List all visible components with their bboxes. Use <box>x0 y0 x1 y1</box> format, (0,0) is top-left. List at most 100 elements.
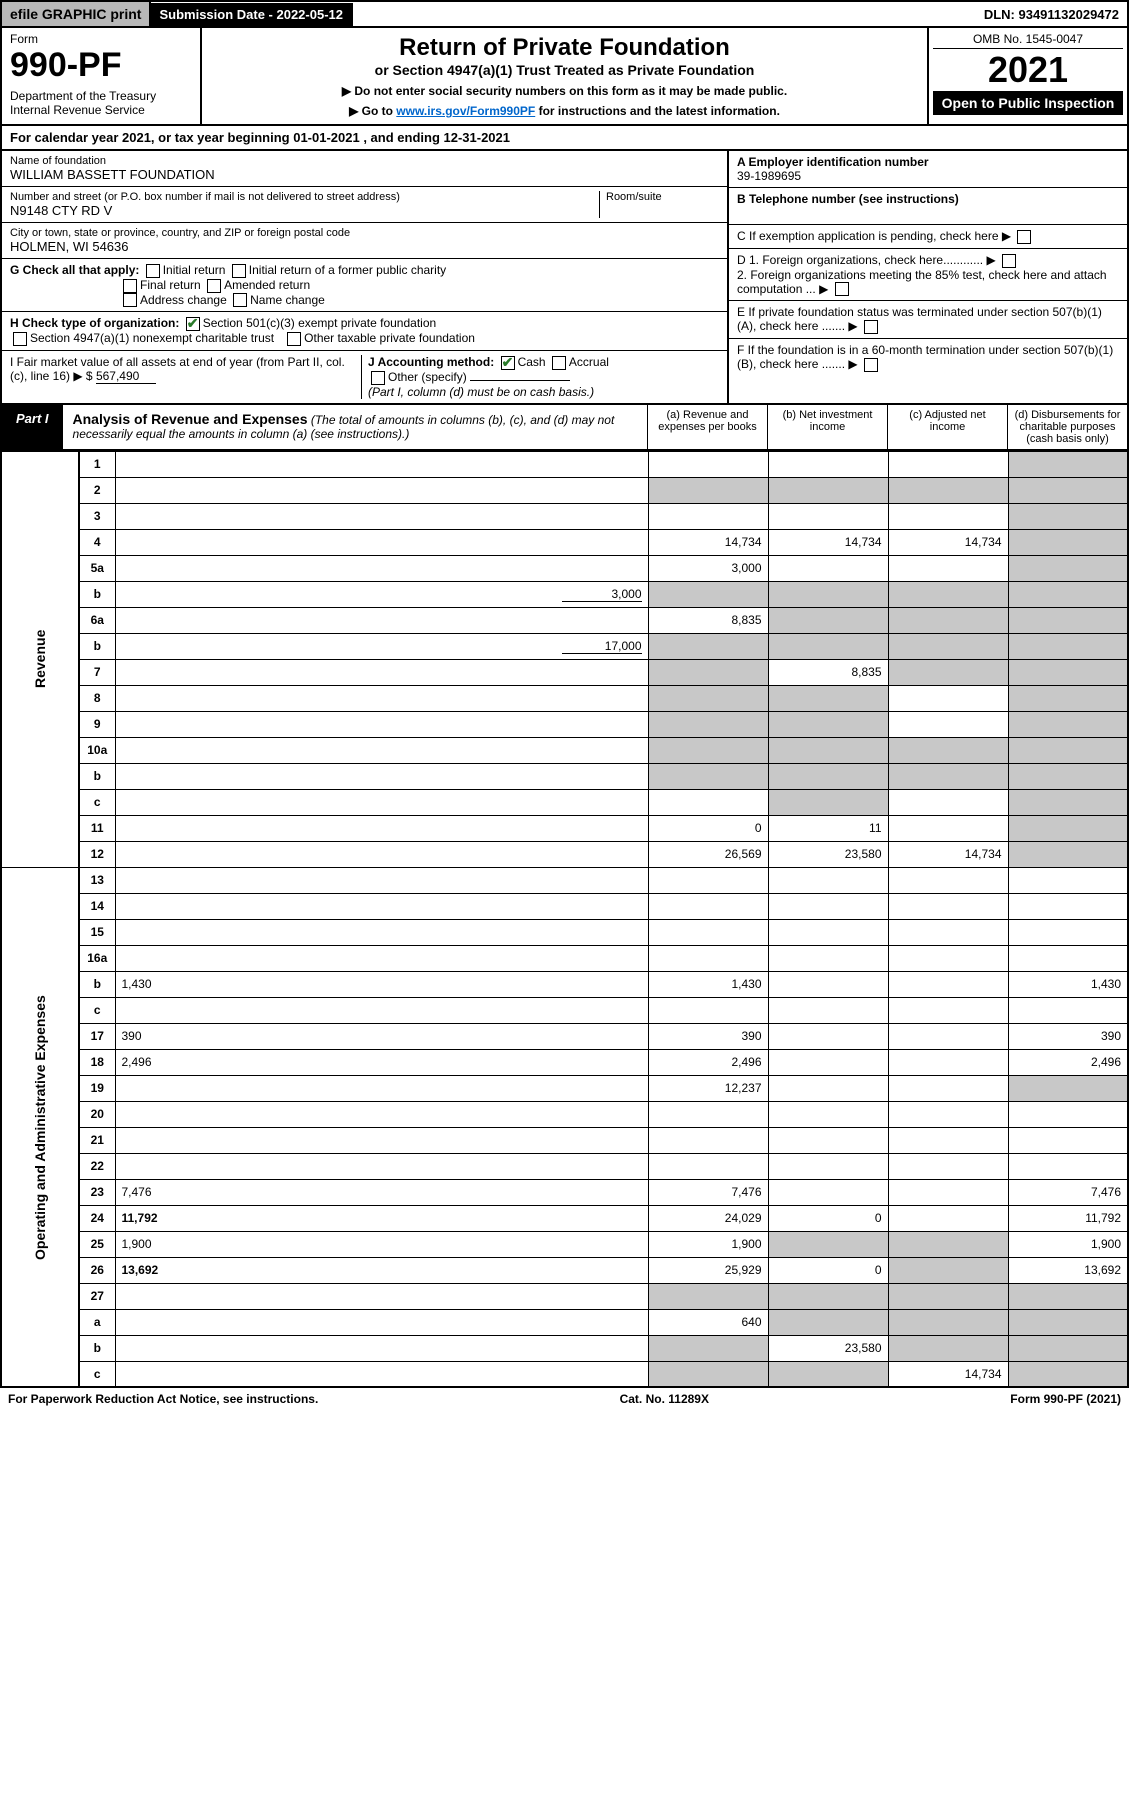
amount-cell <box>768 711 888 737</box>
amount-cell: 14,734 <box>888 529 1008 555</box>
table-row: 17390390390 <box>1 1023 1128 1049</box>
table-row: b3,000 <box>1 581 1128 607</box>
table-row: 27 <box>1 1283 1128 1309</box>
line-number: 17 <box>79 1023 115 1049</box>
amount-cell <box>888 477 1008 503</box>
table-row: 16a <box>1 945 1128 971</box>
amount-cell: 14,734 <box>768 529 888 555</box>
f-label: F If the foundation is in a 60-month ter… <box>737 343 1113 371</box>
amount-cell <box>648 737 768 763</box>
table-row: a640 <box>1 1309 1128 1335</box>
amount-cell <box>768 503 888 529</box>
amount-cell <box>1008 711 1128 737</box>
amount-cell: 0 <box>768 1257 888 1283</box>
amount-cell <box>1008 1309 1128 1335</box>
line-description <box>115 685 648 711</box>
table-row: 1912,237 <box>1 1075 1128 1101</box>
col-c-header: (c) Adjusted net income <box>887 405 1007 449</box>
amount-cell <box>888 685 1008 711</box>
initial-return-checkbox[interactable] <box>146 264 160 278</box>
amount-cell <box>888 815 1008 841</box>
table-row: 9 <box>1 711 1128 737</box>
line-description <box>115 815 648 841</box>
line-description <box>115 789 648 815</box>
c-checkbox[interactable] <box>1017 230 1031 244</box>
amount-cell: 14,734 <box>888 1361 1008 1387</box>
amount-cell <box>888 1049 1008 1075</box>
initial-former-checkbox[interactable] <box>232 264 246 278</box>
amount-cell <box>648 503 768 529</box>
line-number: 16a <box>79 945 115 971</box>
amount-cell <box>768 997 888 1023</box>
j-label: J Accounting method: <box>368 355 494 369</box>
amount-cell <box>888 1179 1008 1205</box>
line-number: 11 <box>79 815 115 841</box>
amount-cell: 13,692 <box>1008 1257 1128 1283</box>
cash-checkbox[interactable] <box>501 356 515 370</box>
amount-cell: 8,835 <box>648 607 768 633</box>
amount-cell <box>648 451 768 477</box>
amount-cell <box>888 451 1008 477</box>
line-number: 23 <box>79 1179 115 1205</box>
amount-cell <box>768 1127 888 1153</box>
line-description <box>115 737 648 763</box>
amount-cell <box>1008 919 1128 945</box>
city-state-zip: HOLMEN, WI 54636 <box>10 239 719 254</box>
final-return-checkbox[interactable] <box>123 279 137 293</box>
table-row: 14 <box>1 893 1128 919</box>
table-row: Revenue1 <box>1 451 1128 477</box>
table-row: 3 <box>1 503 1128 529</box>
accrual-checkbox[interactable] <box>552 356 566 370</box>
line-number: 5a <box>79 555 115 581</box>
4947-checkbox[interactable] <box>13 332 27 346</box>
amount-cell: 390 <box>648 1023 768 1049</box>
line-number: b <box>79 633 115 659</box>
amount-cell <box>768 919 888 945</box>
amount-cell <box>1008 529 1128 555</box>
part1-label: Part I <box>2 405 63 449</box>
amount-cell <box>888 867 1008 893</box>
line-description <box>115 1101 648 1127</box>
amount-cell <box>1008 607 1128 633</box>
address-change-checkbox[interactable] <box>123 293 137 307</box>
submission-date: Submission Date - 2022-05-12 <box>151 3 353 26</box>
f-checkbox[interactable] <box>864 358 878 372</box>
line-number: 15 <box>79 919 115 945</box>
amount-cell <box>1008 997 1128 1023</box>
amount-cell <box>648 581 768 607</box>
amount-cell <box>768 555 888 581</box>
omb-number: OMB No. 1545-0047 <box>933 32 1123 49</box>
amount-cell <box>648 893 768 919</box>
e-checkbox[interactable] <box>864 320 878 334</box>
amount-cell <box>1008 685 1128 711</box>
other-taxable-checkbox[interactable] <box>287 332 301 346</box>
line-number: 7 <box>79 659 115 685</box>
d1-checkbox[interactable] <box>1002 254 1016 268</box>
amount-cell: 25,929 <box>648 1257 768 1283</box>
table-row: 21 <box>1 1127 1128 1153</box>
line-number: a <box>79 1309 115 1335</box>
line-description: 3,000 <box>115 581 648 607</box>
table-row: b17,000 <box>1 633 1128 659</box>
amount-cell <box>1008 763 1128 789</box>
line-number: b <box>79 763 115 789</box>
amount-cell: 2,496 <box>648 1049 768 1075</box>
amount-cell: 11,792 <box>1008 1205 1128 1231</box>
line-description <box>115 997 648 1023</box>
amended-return-checkbox[interactable] <box>207 279 221 293</box>
table-row: Operating and Administrative Expenses13 <box>1 867 1128 893</box>
name-change-checkbox[interactable] <box>233 293 247 307</box>
amount-cell <box>648 945 768 971</box>
dln: DLN: 93491132029472 <box>976 3 1127 26</box>
d2-checkbox[interactable] <box>835 282 849 296</box>
other-method-checkbox[interactable] <box>371 371 385 385</box>
line-description <box>115 1309 648 1335</box>
amount-cell: 24,029 <box>648 1205 768 1231</box>
amount-cell: 3,000 <box>648 555 768 581</box>
table-row: 251,9001,9001,900 <box>1 1231 1128 1257</box>
instructions-link[interactable]: www.irs.gov/Form990PF <box>396 104 535 118</box>
table-row: 5a 3,000 <box>1 555 1128 581</box>
501c3-checkbox[interactable] <box>186 317 200 331</box>
efile-print-button[interactable]: efile GRAPHIC print <box>2 2 151 26</box>
amount-cell <box>1008 945 1128 971</box>
